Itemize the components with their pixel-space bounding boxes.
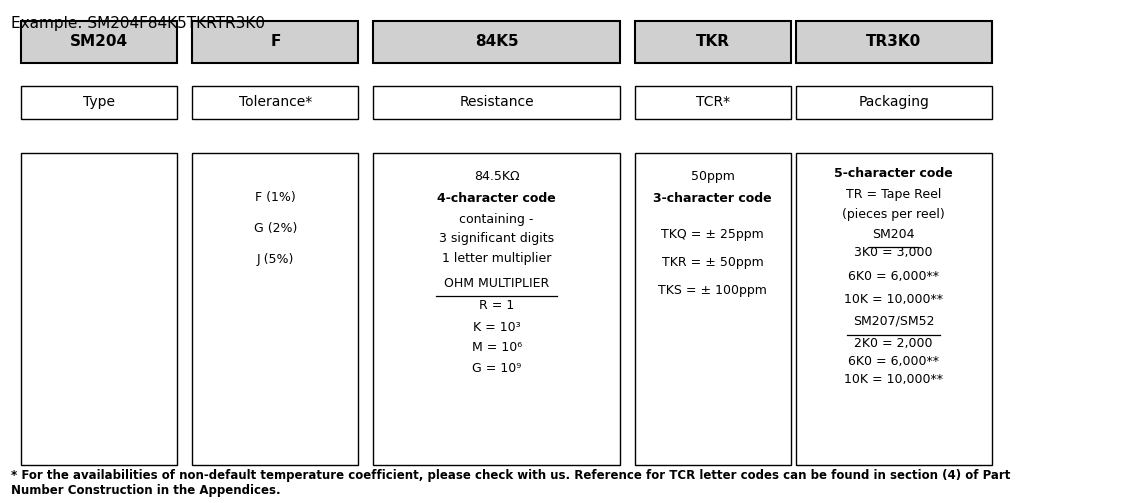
Text: 50ppm: 50ppm: [691, 170, 735, 183]
Text: Packaging: Packaging: [859, 96, 929, 110]
FancyBboxPatch shape: [374, 21, 620, 63]
FancyBboxPatch shape: [795, 152, 992, 465]
Text: M = 10⁶: M = 10⁶: [471, 342, 521, 355]
FancyBboxPatch shape: [635, 86, 791, 119]
Text: G = 10⁹: G = 10⁹: [471, 362, 521, 375]
Text: F (1%): F (1%): [254, 191, 295, 204]
Text: SM204: SM204: [872, 227, 914, 240]
Text: TCR*: TCR*: [695, 96, 729, 110]
Text: 84.5KΩ: 84.5KΩ: [474, 170, 519, 183]
Text: 6K0 = 6,000**: 6K0 = 6,000**: [849, 270, 939, 283]
FancyBboxPatch shape: [374, 152, 620, 465]
Text: TR = Tape Reel: TR = Tape Reel: [846, 188, 942, 201]
FancyBboxPatch shape: [192, 152, 358, 465]
FancyBboxPatch shape: [795, 21, 992, 63]
Text: Resistance: Resistance: [459, 96, 534, 110]
Text: 10K = 10,000**: 10K = 10,000**: [844, 373, 943, 386]
FancyBboxPatch shape: [22, 86, 177, 119]
Text: TKS = ± 100ppm: TKS = ± 100ppm: [658, 284, 767, 297]
Text: 5-character code: 5-character code: [834, 166, 953, 180]
FancyBboxPatch shape: [635, 152, 791, 465]
Text: 3K0 = 3,000: 3K0 = 3,000: [854, 246, 933, 259]
Text: OHM MULTIPLIER: OHM MULTIPLIER: [444, 277, 549, 290]
Text: Example: SM204F84K5TKRTR3K0: Example: SM204F84K5TKRTR3K0: [11, 16, 266, 31]
Text: containing -: containing -: [459, 213, 534, 226]
Text: TKR: TKR: [695, 34, 729, 49]
Text: TKQ = ± 25ppm: TKQ = ± 25ppm: [661, 228, 765, 241]
Text: 2K0 = 2,000: 2K0 = 2,000: [854, 338, 933, 351]
FancyBboxPatch shape: [22, 152, 177, 465]
Text: K = 10³: K = 10³: [473, 321, 520, 334]
Text: SM207/SM52: SM207/SM52: [853, 315, 935, 328]
Text: Type: Type: [83, 96, 116, 110]
Text: * For the availabilities of non-default temperature coefficient, please check wi: * For the availabilities of non-default …: [11, 469, 1011, 496]
Text: 6K0 = 6,000**: 6K0 = 6,000**: [849, 355, 939, 368]
Text: (pieces per reel): (pieces per reel): [843, 208, 945, 221]
Text: 3-character code: 3-character code: [653, 192, 772, 205]
FancyBboxPatch shape: [192, 86, 358, 119]
FancyBboxPatch shape: [635, 21, 791, 63]
Text: 10K = 10,000**: 10K = 10,000**: [844, 293, 943, 306]
Text: SM204: SM204: [70, 34, 128, 49]
FancyBboxPatch shape: [374, 86, 620, 119]
Text: R = 1: R = 1: [479, 299, 515, 312]
Text: 3 significant digits: 3 significant digits: [438, 232, 554, 245]
Text: 84K5: 84K5: [475, 34, 518, 49]
FancyBboxPatch shape: [192, 21, 358, 63]
Text: Tolerance*: Tolerance*: [239, 96, 312, 110]
Text: 1 letter multiplier: 1 letter multiplier: [442, 252, 551, 265]
FancyBboxPatch shape: [795, 86, 992, 119]
Text: 4-character code: 4-character code: [437, 192, 556, 205]
Text: G (2%): G (2%): [253, 222, 296, 235]
Text: TR3K0: TR3K0: [866, 34, 921, 49]
Text: TKR = ± 50ppm: TKR = ± 50ppm: [662, 256, 763, 269]
Text: F: F: [270, 34, 281, 49]
Text: J (5%): J (5%): [257, 253, 294, 266]
FancyBboxPatch shape: [22, 21, 177, 63]
